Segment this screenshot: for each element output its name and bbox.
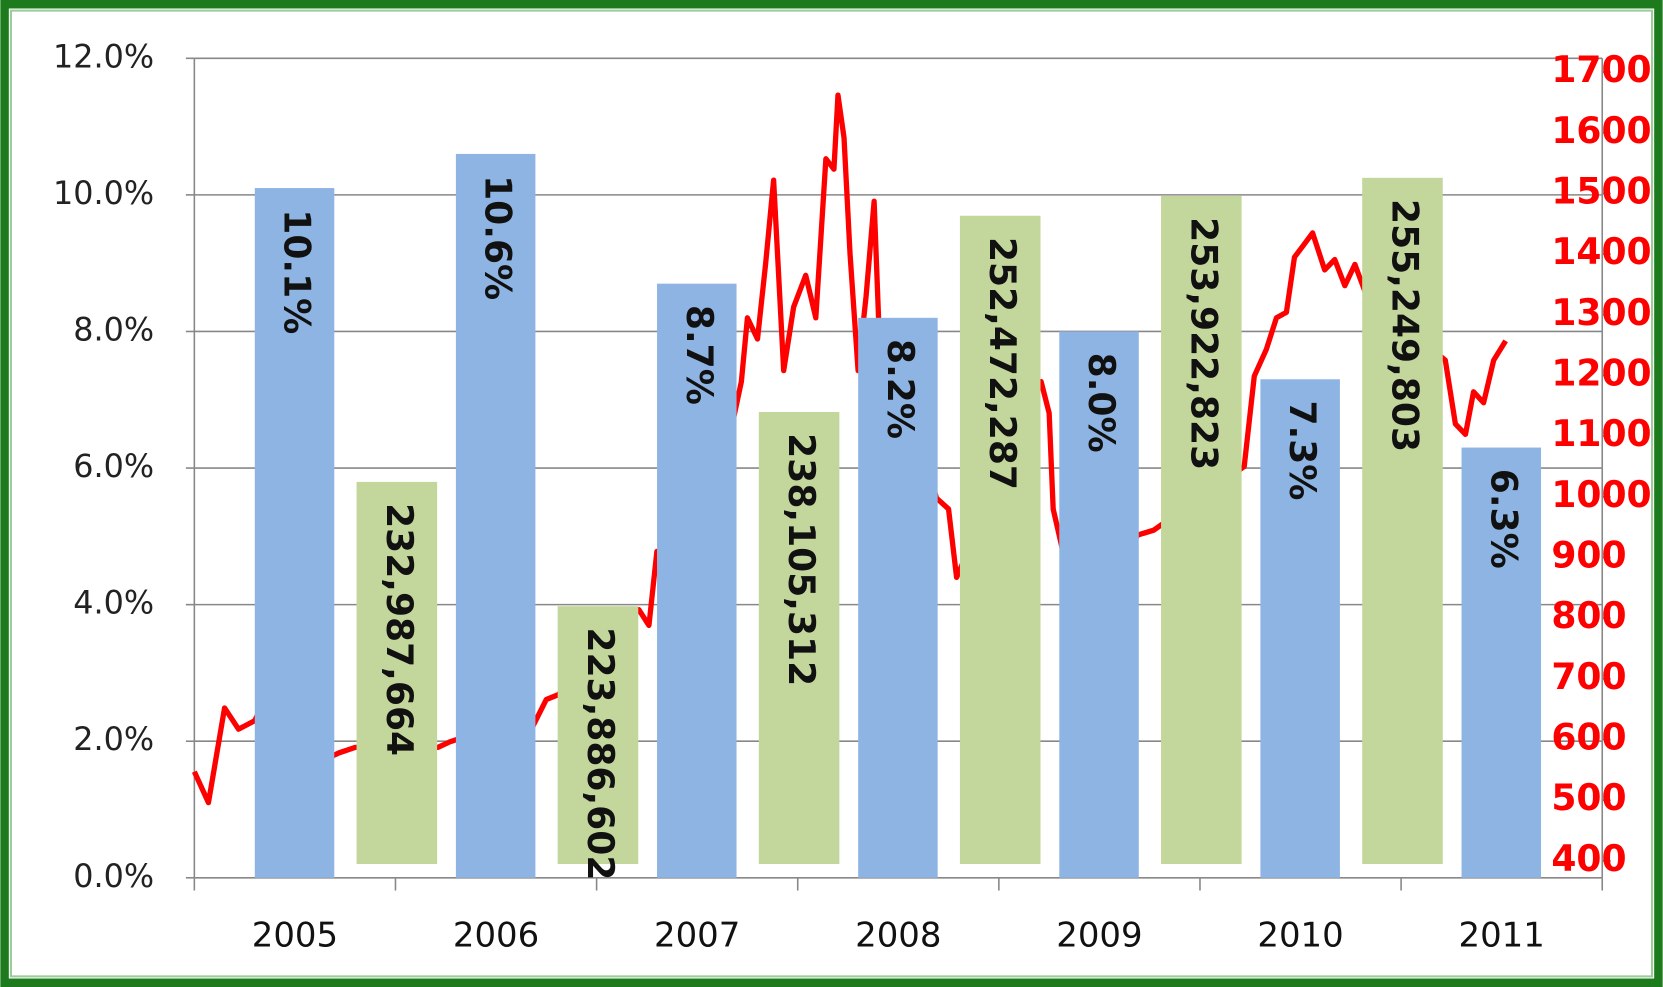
rate-bar [657,283,737,878]
y-tick-label: 2.0% [73,721,154,758]
x-tick-label: 2009 [1056,916,1142,955]
count-bar [1362,177,1443,865]
count-bar [959,215,1041,865]
rate-bar [1260,379,1340,878]
frame-inner [9,9,1654,978]
data-label: 6.3% [1482,469,1523,569]
rate-bar [1461,447,1542,878]
data-label: 253,922,823 [1182,217,1223,470]
data-label: 8.0% [1080,353,1121,453]
count-bar [557,606,639,865]
rate-bar [1059,331,1139,878]
count-bar [1161,195,1242,865]
y-tick-label: 0.0% [73,858,154,895]
data-label: 8.7% [678,305,719,405]
rate-bar [455,153,536,878]
y-tick-label: 10.0% [53,175,154,212]
y2-tick-label: 900 [1551,535,1626,576]
y2-tick-label: 400 [1551,839,1626,880]
y2-tick-label: 500 [1551,778,1626,819]
data-label: 255,249,803 [1383,199,1424,452]
data-label: 223,886,602 [579,627,620,880]
data-label: 232,987,664 [378,503,419,756]
rate-bar [254,188,335,878]
y-tick-label: 6.0% [73,448,154,485]
x-tick-label: 2008 [855,916,941,955]
y2-tick-label: 600 [1551,717,1626,758]
y-tick-label: 8.0% [73,311,154,348]
x-tick-label: 2006 [453,916,539,955]
data-label: 10.1% [276,209,317,334]
x-tick-label: 2010 [1257,916,1343,955]
y-tick-label: 4.0% [73,585,154,622]
rate-bar [858,317,938,878]
y2-tick-label: 800 [1551,596,1626,637]
x-tick-label: 2007 [654,916,740,955]
data-label: 238,105,312 [780,433,821,686]
y2-tick-label: 700 [1551,657,1626,698]
data-label: 8.2% [879,339,920,439]
data-label: 7.3% [1281,400,1322,500]
count-bar [758,411,840,865]
count-bar [356,481,438,865]
y-tick-label: 12.0% [53,38,154,75]
x-tick-label: 2005 [252,916,338,955]
x-tick-label: 2011 [1459,916,1545,955]
data-label: 252,472,287 [981,237,1022,490]
data-label: 10.6% [477,175,518,300]
price-line [191,92,1508,806]
